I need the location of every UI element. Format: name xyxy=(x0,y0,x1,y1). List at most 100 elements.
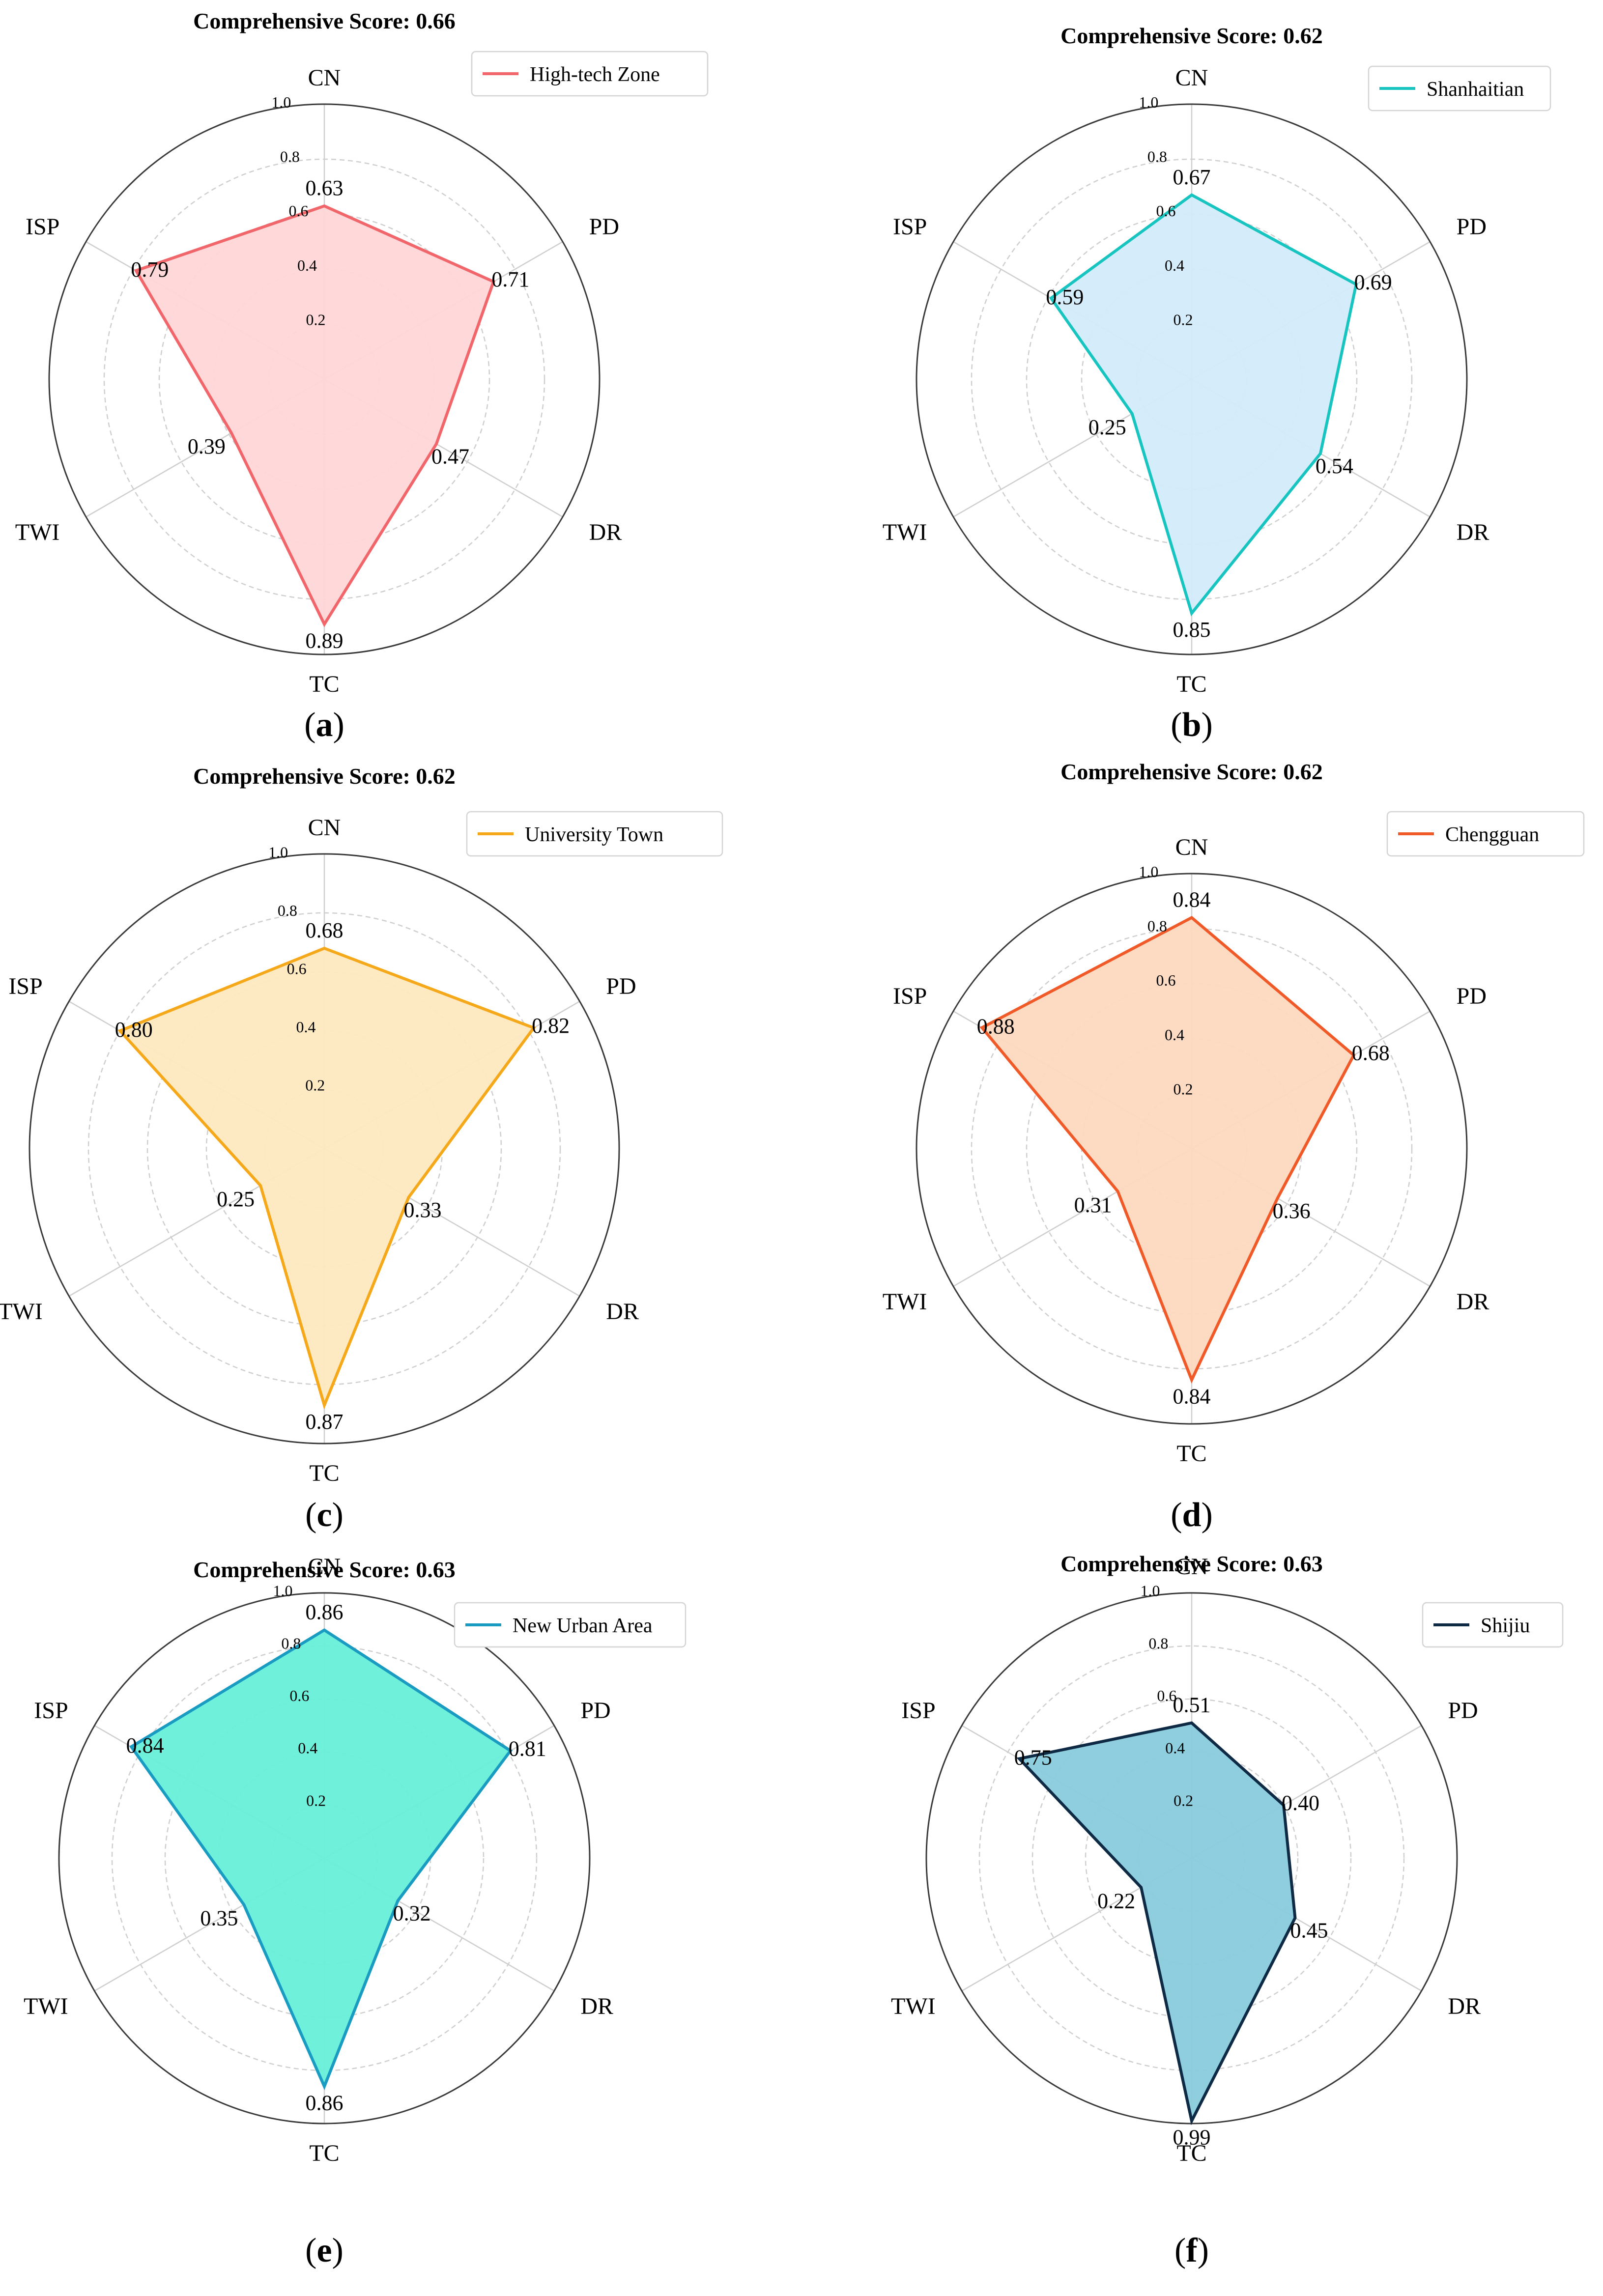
data-polygon xyxy=(979,916,1356,1384)
legend-box xyxy=(454,1602,687,1648)
grid-circle xyxy=(1085,1751,1299,1965)
radial-tick-label: 0.6 xyxy=(1156,971,1175,989)
value-label-cn: 0.84 xyxy=(1173,888,1211,912)
panel-label: (b) xyxy=(1171,706,1213,744)
value-label-twi: 0.22 xyxy=(1097,1889,1135,1913)
legend-box xyxy=(1368,65,1551,112)
value-label-tc: 0.87 xyxy=(306,1410,344,1434)
value-label-dr: 0.47 xyxy=(431,445,469,469)
legend-label: Chengguan xyxy=(1445,823,1539,846)
axis-label-tc: TC xyxy=(1176,671,1206,697)
radial-tick-label: 0.4 xyxy=(297,256,317,274)
outer-circle xyxy=(58,1592,591,2125)
radial-tick-label: 1.0 xyxy=(273,1582,293,1600)
radial-tick-label: 0.4 xyxy=(296,1018,315,1036)
legend-box xyxy=(466,811,723,857)
radial-tick-label: 0.8 xyxy=(281,1634,301,1652)
data-polygon xyxy=(117,946,536,1410)
axis-label-isp: ISP xyxy=(901,1698,935,1724)
legend-label: High-tech Zone xyxy=(530,63,660,86)
legend-box xyxy=(1386,811,1585,857)
value-label-tc: 0.86 xyxy=(306,2091,344,2115)
panel-label: (a) xyxy=(304,706,344,744)
legend: University Town xyxy=(466,811,723,857)
radial-tick-label: 0.6 xyxy=(289,1687,309,1704)
data-polygon xyxy=(129,1628,513,2091)
radial-tick-label: 0.8 xyxy=(278,902,297,919)
radial-tick-label: 1.0 xyxy=(268,843,288,861)
legend: Shijiu xyxy=(1422,1602,1564,1648)
value-label-cn: 0.86 xyxy=(306,1600,344,1624)
radial-tick-label: 0.4 xyxy=(1165,256,1184,274)
axis-label-dr: DR xyxy=(606,1299,639,1325)
radial-tick-label: 0.6 xyxy=(1157,1687,1176,1704)
axis-label-tc: TC xyxy=(309,1460,339,1486)
data-polygon xyxy=(1049,193,1358,617)
axis-label-cn: CN xyxy=(1175,65,1208,91)
radial-tick-label: 0.8 xyxy=(1147,148,1167,166)
axis-label-isp: ISP xyxy=(893,214,927,240)
axis-label-cn: CN xyxy=(1175,1554,1208,1580)
outer-circle xyxy=(29,853,620,1445)
legend-label: Shanhaitian xyxy=(1427,78,1524,101)
axis-label-isp: ISP xyxy=(8,973,42,999)
value-label-isp: 0.59 xyxy=(1046,285,1084,309)
axis-label-isp: ISP xyxy=(34,1698,68,1724)
axis-label-twi: TWI xyxy=(883,519,927,545)
legend: New Urban Area xyxy=(454,1602,687,1648)
value-label-tc: 0.99 xyxy=(1173,2126,1211,2150)
radial-tick-label: 0.8 xyxy=(280,148,300,166)
axis-label-cn: CN xyxy=(308,815,341,841)
radial-tick-label: 1.0 xyxy=(1141,1582,1160,1600)
value-label-isp: 0.80 xyxy=(115,1018,153,1042)
radial-tick-label: 0.6 xyxy=(1156,202,1175,220)
axis-label-dr: DR xyxy=(1457,1289,1489,1315)
outer-circle xyxy=(48,103,601,655)
value-label-twi: 0.35 xyxy=(200,1906,238,1930)
legend-label: University Town xyxy=(525,823,663,846)
value-label-pd: 0.81 xyxy=(509,1736,546,1760)
radial-tick-label: 1.0 xyxy=(1139,863,1158,880)
radial-tick-label: 0.4 xyxy=(298,1739,317,1757)
grid-circle xyxy=(1031,1698,1352,2018)
radial-tick-label: 0.4 xyxy=(1165,1026,1184,1044)
radial-tick-label: 0.2 xyxy=(1173,311,1193,328)
value-label-isp: 0.79 xyxy=(131,257,169,282)
radial-tick-label: 1.0 xyxy=(1139,93,1158,111)
value-label-cn: 0.63 xyxy=(306,176,344,200)
value-label-cn: 0.68 xyxy=(306,918,344,942)
axis-label-twi: TWI xyxy=(15,519,60,545)
axis-label-dr: DR xyxy=(1457,519,1489,545)
grid-circle xyxy=(164,1698,485,2018)
outer-circle xyxy=(916,103,1468,655)
value-label-dr: 0.36 xyxy=(1273,1199,1311,1223)
value-label-pd: 0.82 xyxy=(532,1014,570,1038)
value-label-pd: 0.71 xyxy=(491,267,529,291)
radar-panel-a: 0.2 0.4 0.6 0.8 1.0 0.63 0.71 0.47 0.89 0.39 0.79 C… xyxy=(15,8,709,744)
radar-panel-f: 0.2 0.4 0.6 0.8 1.0 0.51 0.40 0.45 0.99 0.22 0.75 C… xyxy=(891,1551,1564,2269)
axis-label-pd: PD xyxy=(606,973,636,999)
data-polygon xyxy=(134,204,496,627)
value-label-twi: 0.25 xyxy=(1088,415,1126,439)
panel-label: (f) xyxy=(1174,2232,1209,2269)
panel-label: (e) xyxy=(305,2232,344,2269)
radial-tick-label: 0.6 xyxy=(287,960,307,977)
axis-label-twi: TWI xyxy=(24,1993,68,2019)
value-label-dr: 0.45 xyxy=(1290,1919,1328,1943)
axis-label-cn: CN xyxy=(1175,834,1208,860)
radial-tick-label: 0.2 xyxy=(306,1791,326,1809)
chart-title: Comprehensive Score: 0.62 xyxy=(193,764,456,789)
legend-box xyxy=(471,51,709,97)
axis-label-pd: PD xyxy=(1457,983,1487,1009)
axis-label-pd: PD xyxy=(1448,1698,1478,1724)
grid-circle xyxy=(111,1645,538,2071)
value-label-twi: 0.25 xyxy=(217,1187,255,1211)
axis-label-tc: TC xyxy=(309,671,339,697)
radial-tick-label: 0.2 xyxy=(305,1076,325,1094)
value-label-pd: 0.68 xyxy=(1352,1041,1390,1065)
axis-label-pd: PD xyxy=(589,214,619,240)
radial-tick-label: 0.4 xyxy=(1165,1739,1185,1757)
axis-label-dr: DR xyxy=(1448,1993,1481,2019)
radar-panel-d: 0.2 0.4 0.6 0.8 1.0 0.84 0.68 0.36 0.84 0.31 0.88 C… xyxy=(883,759,1585,1534)
axis-label-dr: DR xyxy=(580,1993,613,2019)
